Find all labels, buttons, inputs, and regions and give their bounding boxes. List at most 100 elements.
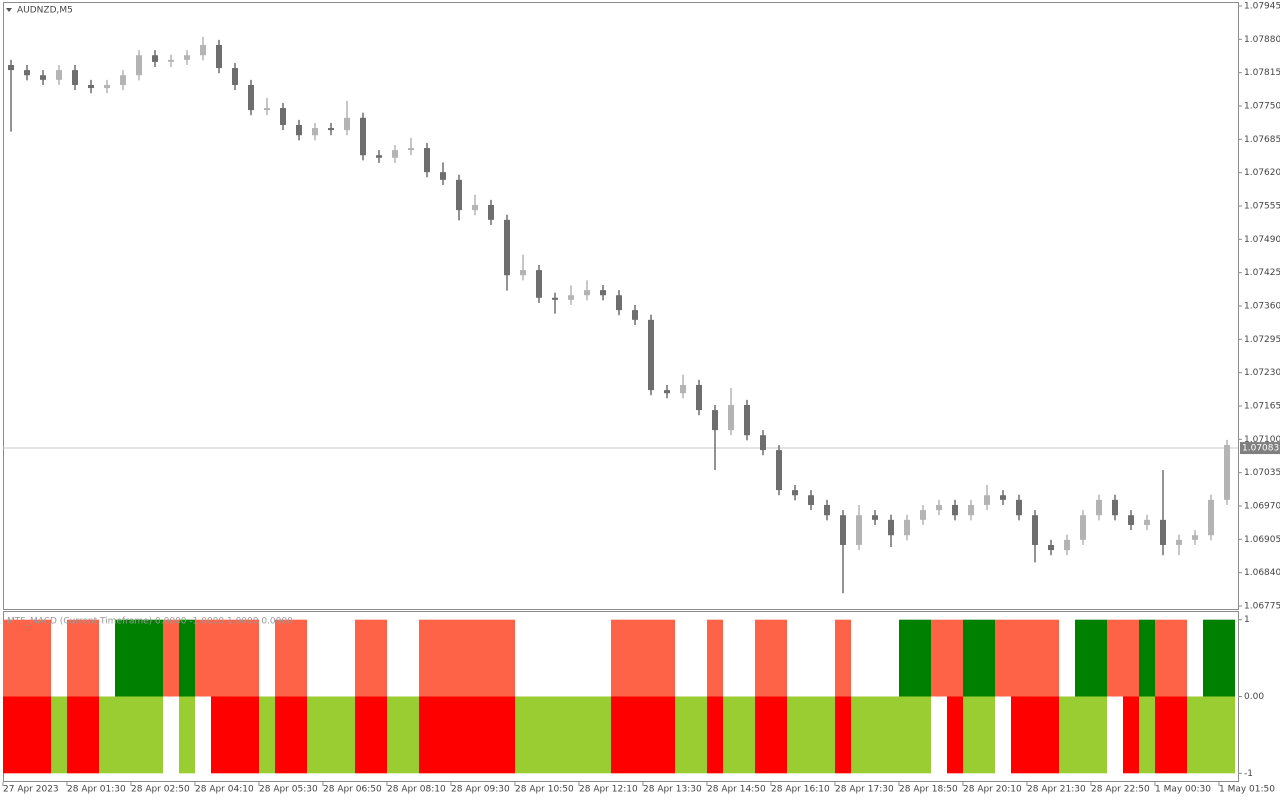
- x-tick-label: 28 Apr 14:50: [707, 785, 766, 795]
- x-tick-label: 28 Apr 06:50: [323, 785, 382, 795]
- candle-body: [72, 70, 78, 85]
- state-column: [19, 619, 35, 697]
- state-column: [931, 619, 947, 697]
- candle-body: [744, 404, 750, 436]
- candle-body: [776, 450, 782, 491]
- state-column: [611, 696, 627, 774]
- candle-body: [1192, 535, 1198, 540]
- state-column: [1091, 696, 1107, 774]
- state-column: [3, 619, 19, 697]
- y-tick-label: 1.07555: [1244, 202, 1280, 212]
- x-tick-label: 28 Apr 02:50: [131, 785, 190, 795]
- state-column: [835, 619, 851, 697]
- candle-body: [552, 297, 558, 300]
- candle-body: [168, 59, 174, 62]
- y-tick-label: 1.06905: [1244, 535, 1280, 545]
- symbol-menu-icon[interactable]: [6, 8, 12, 12]
- x-tick-label: 1 May 01:50: [1219, 785, 1275, 795]
- candle-body: [632, 310, 638, 320]
- candle-body: [968, 504, 974, 516]
- candle-body: [1016, 499, 1022, 516]
- candle-body: [216, 44, 222, 69]
- state-column: [3, 696, 19, 774]
- candle-body: [920, 510, 926, 520]
- state-column: [755, 696, 771, 774]
- state-column: [515, 696, 531, 774]
- candle-body: [152, 55, 158, 62]
- candle-body: [488, 204, 494, 220]
- candle-body: [360, 117, 366, 156]
- y-tick-label: 1.07100: [1244, 435, 1280, 445]
- state-column: [819, 696, 835, 774]
- candle-body: [856, 515, 862, 545]
- candle-body: [520, 270, 526, 276]
- candle-body: [1176, 539, 1182, 545]
- candle-body: [584, 290, 590, 296]
- candle-body: [120, 75, 126, 85]
- x-tick-label: 28 Apr 17:30: [835, 785, 894, 795]
- candle-body: [888, 519, 894, 536]
- candle-body: [440, 172, 446, 180]
- x-tick-label: 28 Apr 04:10: [195, 785, 254, 795]
- candle-body: [344, 117, 350, 131]
- state-column: [115, 619, 131, 697]
- state-column: [355, 619, 371, 697]
- state-column: [51, 696, 67, 774]
- candle-body: [200, 44, 206, 56]
- state-column: [419, 619, 435, 697]
- y-tick-label: -1: [1244, 769, 1253, 779]
- state-column: [1043, 696, 1059, 774]
- state-column: [1171, 619, 1187, 697]
- state-column: [1011, 619, 1027, 697]
- y-tick-label: 1: [1244, 615, 1250, 625]
- state-column: [83, 696, 99, 774]
- state-column: [323, 696, 339, 774]
- x-tick-label: 28 Apr 22:50: [1091, 785, 1150, 795]
- state-column: [531, 696, 547, 774]
- candle-body: [312, 128, 318, 136]
- state-column: [899, 696, 915, 774]
- state-column: [595, 696, 611, 774]
- state-column: [179, 696, 195, 774]
- state-column: [1219, 696, 1235, 774]
- state-column: [339, 696, 355, 774]
- state-column: [291, 696, 307, 774]
- candle-body: [936, 504, 942, 511]
- state-column: [467, 696, 483, 774]
- state-column: [803, 696, 819, 774]
- state-column: [979, 619, 995, 697]
- state-column: [147, 619, 163, 697]
- state-column: [147, 696, 163, 774]
- state-column: [1123, 619, 1139, 697]
- candle-body: [1128, 515, 1134, 525]
- candle-body: [40, 75, 46, 80]
- state-column: [1027, 696, 1043, 774]
- candle-body: [1000, 495, 1006, 500]
- candle-body: [1080, 515, 1086, 540]
- state-column: [115, 696, 131, 774]
- state-column: [563, 696, 579, 774]
- state-column: [243, 619, 259, 697]
- state-column: [163, 619, 179, 697]
- y-tick-label: 1.07035: [1244, 468, 1280, 478]
- candle-body: [392, 150, 398, 158]
- state-column: [899, 619, 915, 697]
- state-column: [707, 696, 723, 774]
- state-column: [403, 696, 419, 774]
- state-column: [243, 696, 259, 774]
- state-column: [1155, 619, 1171, 697]
- candle-body: [728, 404, 734, 431]
- state-column: [371, 696, 387, 774]
- candle-body: [984, 495, 990, 505]
- y-tick-label: 1.07360: [1244, 302, 1280, 312]
- state-column: [691, 696, 707, 774]
- state-column: [451, 696, 467, 774]
- y-tick-label: 1.07685: [1244, 135, 1280, 145]
- x-tick-label: 28 Apr 20:10: [963, 785, 1022, 795]
- candle-body: [472, 204, 478, 211]
- state-column: [1155, 696, 1171, 774]
- state-column: [979, 696, 995, 774]
- state-column: [627, 619, 643, 697]
- state-column: [131, 696, 147, 774]
